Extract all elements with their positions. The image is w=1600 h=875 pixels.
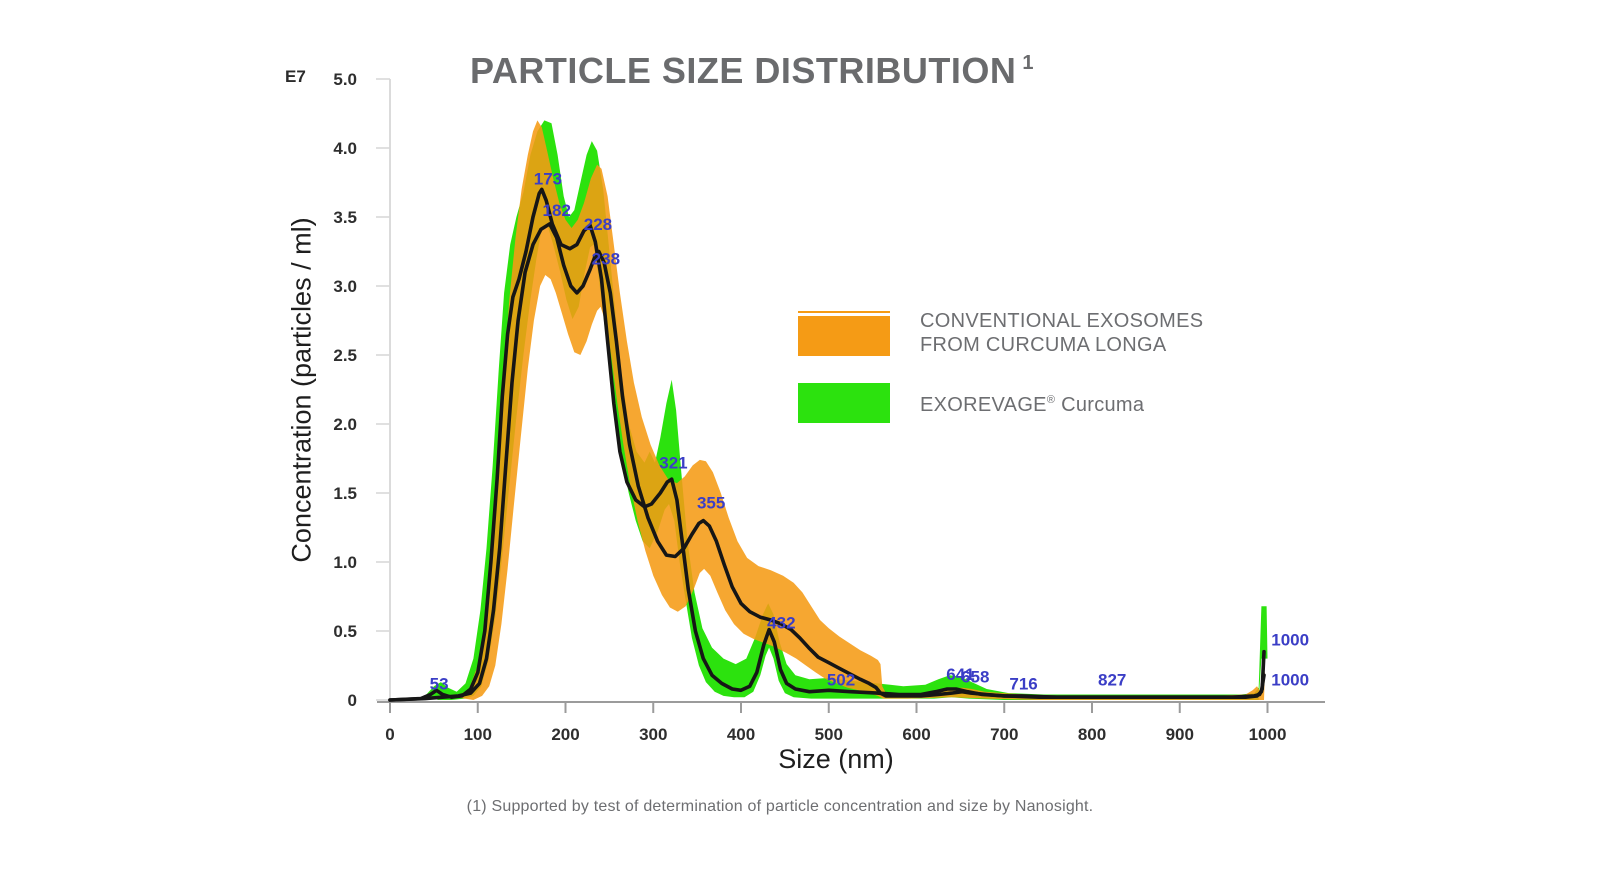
- peak-label-228: 228: [584, 215, 612, 234]
- peak-label-432: 432: [767, 614, 795, 633]
- peak-label-716: 716: [1009, 674, 1037, 693]
- y-tick-label: 1.5: [333, 484, 357, 503]
- legend-label-conventional-line2: FROM CURCUMA LONGA: [920, 334, 1167, 356]
- legend-swatch-conventional: [798, 316, 890, 356]
- y-tick-label: 2.0: [333, 415, 357, 434]
- y-tick-label: 3.0: [333, 277, 357, 296]
- peak-label-641: 641: [946, 665, 974, 684]
- peak-label-355: 355: [697, 494, 725, 513]
- legend-label-exorevage: EXOREVAGE® Curcuma: [920, 388, 1144, 417]
- band-conventional: [455, 120, 1265, 700]
- chart-title-text: PARTICLE SIZE DISTRIBUTION: [470, 50, 1017, 91]
- legend-label-exorevage-rest: Curcuma: [1055, 394, 1145, 416]
- mean-line-conventional: [388, 222, 1266, 702]
- x-tick-label: 600: [902, 725, 930, 744]
- peak-label-182: 182: [543, 201, 571, 220]
- x-tick-label: 800: [1078, 725, 1106, 744]
- footnote: (1) Supported by test of determination o…: [466, 798, 1094, 815]
- peak-label-173: 173: [534, 169, 562, 188]
- peak-label-658: 658: [961, 668, 989, 687]
- title-footnote-marker: 1: [1022, 52, 1034, 74]
- y-tick-label: 2.5: [333, 346, 357, 365]
- peak-label-321: 321: [659, 454, 687, 473]
- x-tick-label: 0: [385, 725, 394, 744]
- x-tick-label: 500: [815, 725, 843, 744]
- legend-label-conventional: CONVENTIONAL EXOSOMES FROM CURCUMA LONGA: [920, 309, 1203, 357]
- y-tick-label: 3.5: [333, 208, 357, 227]
- y-axis-title: Concentration (particles / ml): [286, 217, 317, 563]
- y-tick-label: 4.0: [333, 139, 357, 158]
- registered-trademark-icon: ®: [1046, 394, 1056, 406]
- x-tick-label: 100: [464, 725, 492, 744]
- y-tick-label: 0.5: [333, 622, 357, 641]
- chart-title: PARTICLE SIZE DISTRIBUTION 1: [470, 50, 1034, 92]
- x-tick-label: 900: [1166, 725, 1194, 744]
- peak-label-238: 238: [592, 249, 620, 268]
- peak-label-502: 502: [827, 670, 855, 689]
- y-tick-label: 0: [348, 691, 357, 710]
- x-tick-label: 700: [990, 725, 1018, 744]
- peak-label-1000: 1000: [1271, 630, 1309, 649]
- y-tick-label: 1.0: [333, 553, 357, 572]
- mean-line-exorevage: [388, 187, 1266, 702]
- legend-label-exorevage-brand: EXOREVAGE: [920, 394, 1047, 416]
- peak-label-1000: 1000: [1271, 670, 1309, 689]
- x-axis-title: Size (nm): [778, 744, 894, 774]
- x-tick-label: 1000: [1249, 725, 1287, 744]
- peak-label-827: 827: [1098, 670, 1126, 689]
- legend-swatch-exorevage: [798, 383, 890, 423]
- y-axis-exponent-label: E7: [285, 67, 306, 86]
- legend-label-conventional-line1: CONVENTIONAL EXOSOMES: [920, 310, 1204, 332]
- legend-swatch-conventional-topline: [798, 311, 890, 313]
- x-tick-label: 400: [727, 725, 755, 744]
- y-tick-label: 5.0: [333, 70, 357, 89]
- x-tick-label: 200: [551, 725, 579, 744]
- peak-label-53: 53: [430, 674, 449, 693]
- x-tick-label: 300: [639, 725, 667, 744]
